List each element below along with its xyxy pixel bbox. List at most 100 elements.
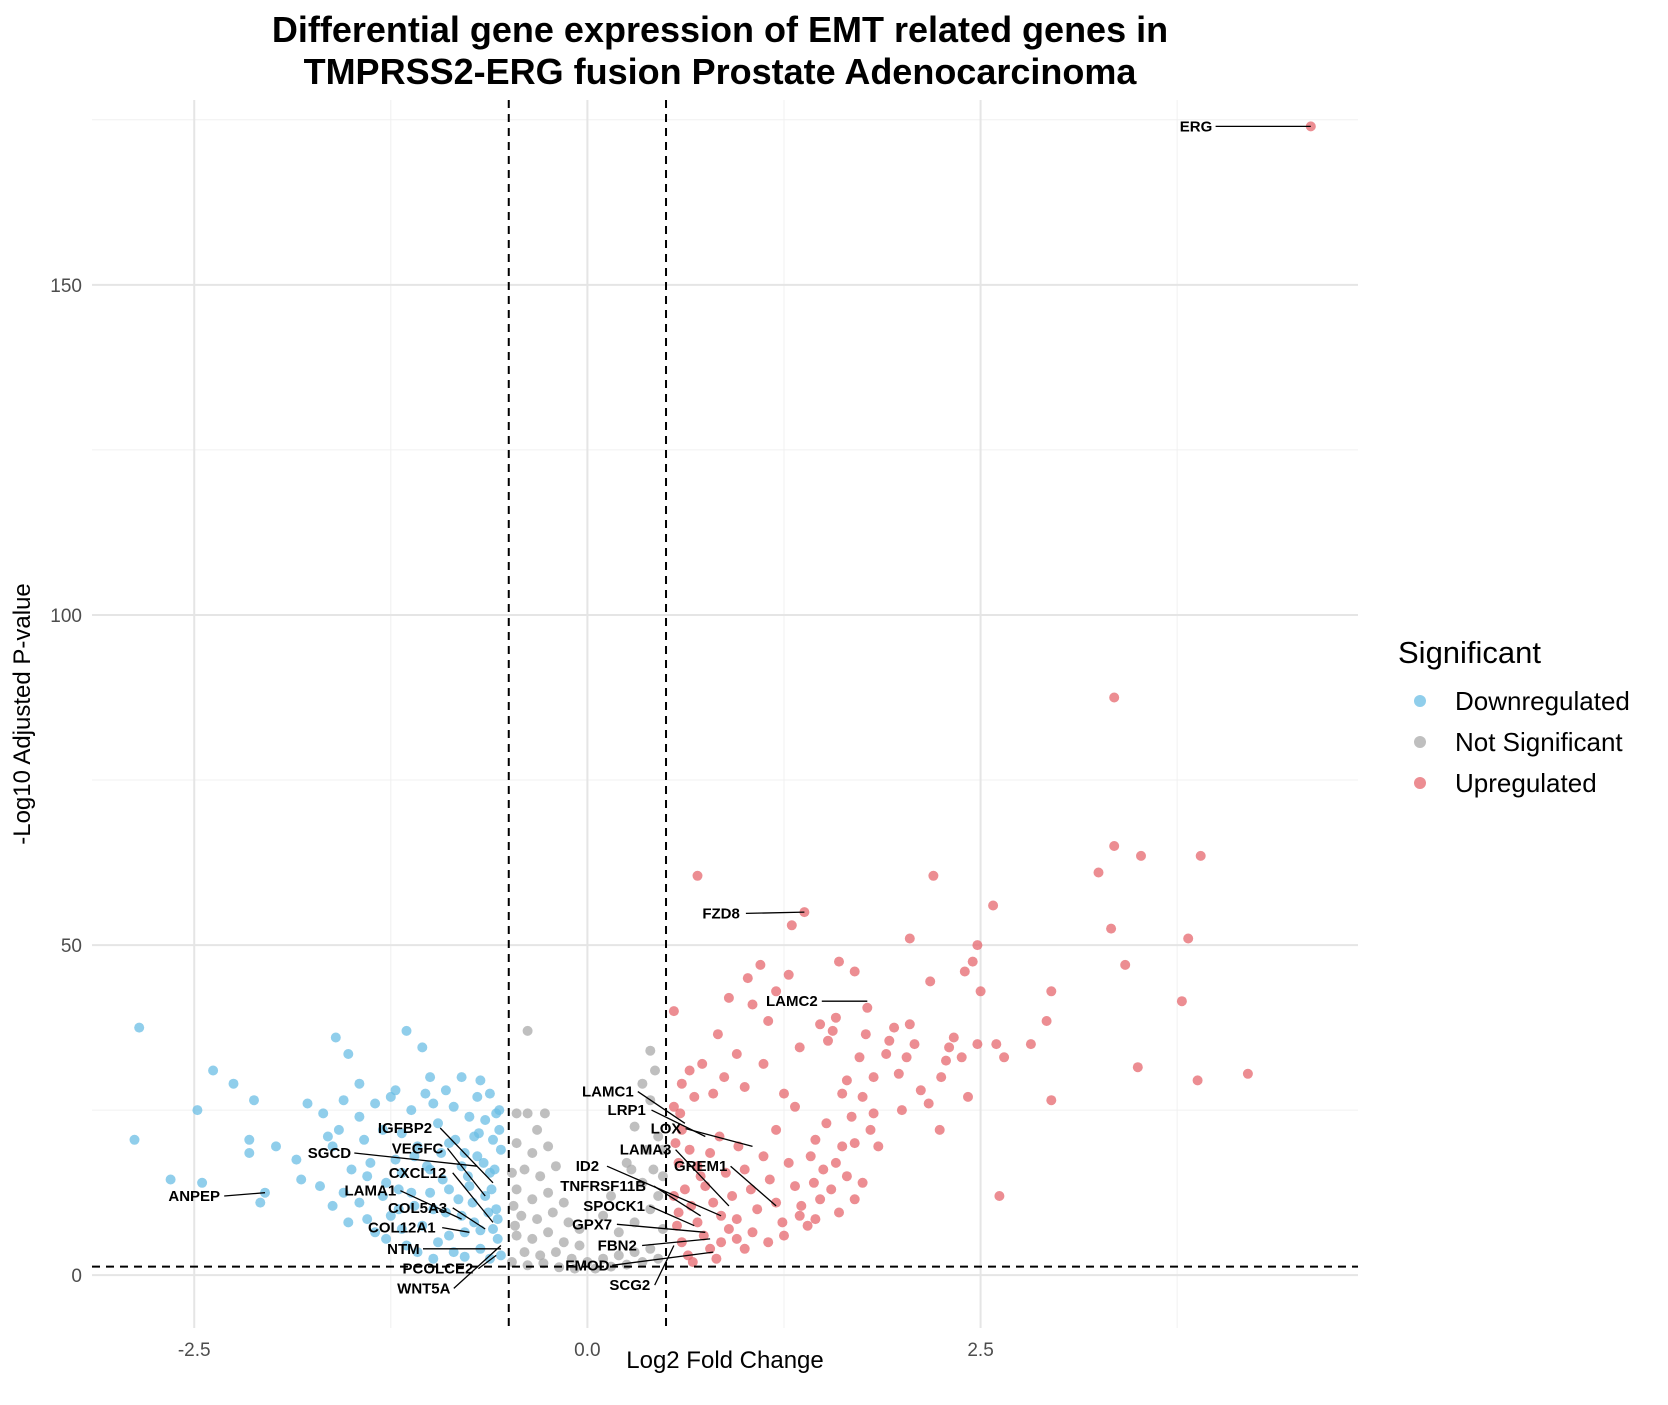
data-point <box>1242 1068 1253 1079</box>
grid-minor <box>92 100 1358 1328</box>
data-point <box>489 1164 500 1175</box>
data-point <box>645 1204 656 1215</box>
series-downregulated <box>129 1022 506 1264</box>
data-point <box>771 1197 782 1208</box>
data-point <box>464 1181 475 1192</box>
data-point <box>448 1247 459 1258</box>
gene-label: SPOCK1 <box>583 1198 645 1215</box>
annotation-lamc1: LAMC1 <box>582 1084 686 1124</box>
data-point <box>532 1214 543 1225</box>
data-point <box>896 1105 907 1116</box>
data-point <box>716 1237 727 1248</box>
gene-label: WNT5A <box>397 1280 450 1297</box>
annotation-connector <box>616 1223 706 1233</box>
data-point <box>574 1240 585 1251</box>
gene-label: ERG <box>1180 118 1213 135</box>
gene-label: IGFBP2 <box>378 1120 432 1137</box>
data-point <box>472 1151 483 1162</box>
data-point <box>302 1098 313 1109</box>
data-point <box>629 1217 640 1228</box>
gene-label: FBN2 <box>598 1237 637 1254</box>
data-point <box>440 1085 451 1096</box>
data-point <box>558 1237 569 1248</box>
data-point <box>354 1197 365 1208</box>
data-point <box>830 1012 841 1023</box>
legend-item: Not Significant <box>1414 727 1623 757</box>
data-point <box>486 1184 497 1195</box>
data-point <box>484 1088 495 1099</box>
data-point <box>742 973 753 984</box>
data-point <box>249 1095 259 1106</box>
data-point <box>322 1131 333 1142</box>
annotation-connector <box>730 1165 777 1207</box>
legend-label: Not Significant <box>1455 727 1623 757</box>
data-point <box>936 1072 947 1083</box>
annotation-lama1: LAMA1 <box>345 1183 462 1220</box>
annotation-gpx7: GPX7 <box>572 1216 706 1233</box>
data-point <box>338 1095 349 1106</box>
data-point <box>714 1131 725 1142</box>
data-point <box>1195 850 1206 861</box>
data-point <box>752 1204 763 1215</box>
data-point <box>963 1091 973 1102</box>
data-point <box>598 1210 609 1221</box>
data-point <box>433 1237 443 1248</box>
data-point <box>834 1207 844 1218</box>
data-point <box>764 1174 775 1185</box>
gene-label: NTM <box>387 1241 420 1258</box>
data-point <box>684 1144 695 1155</box>
data-point <box>532 1124 543 1135</box>
grid-major <box>92 100 1358 1328</box>
annotation-connector <box>745 911 805 915</box>
annotation-cxcl12: CXCL12 <box>389 1165 494 1223</box>
data-point <box>731 1214 742 1225</box>
data-point <box>291 1154 302 1165</box>
gene-label: GREM1 <box>674 1158 727 1175</box>
data-point <box>719 1072 730 1083</box>
y-tick-label: 100 <box>50 606 82 627</box>
data-point <box>1120 959 1131 970</box>
gene-label: LOX <box>651 1121 682 1138</box>
data-point <box>516 1210 527 1221</box>
gene-label: SCG2 <box>609 1277 650 1294</box>
gene-label: LRP1 <box>608 1102 646 1119</box>
chart-title-line: Differential gene expression of EMT rela… <box>272 9 1168 50</box>
data-point <box>967 956 978 967</box>
annotation-grem1: GREM1 <box>674 1158 777 1207</box>
data-point <box>478 1157 489 1168</box>
annotation-connector <box>675 1149 730 1207</box>
data-point <box>527 1233 538 1244</box>
data-point <box>672 1220 682 1231</box>
annotation-connector <box>654 1245 675 1286</box>
data-point <box>613 1227 624 1238</box>
data-point <box>779 1088 789 1099</box>
data-point <box>354 1078 365 1089</box>
gene-label: LAMC1 <box>582 1084 634 1101</box>
data-point <box>668 1101 679 1112</box>
data-point <box>818 1164 829 1175</box>
data-point <box>637 1078 648 1089</box>
data-point <box>370 1098 381 1109</box>
data-point <box>783 969 794 980</box>
data-point <box>941 1055 951 1066</box>
data-point <box>810 1134 821 1145</box>
annotation-connector <box>400 1190 462 1220</box>
data-point <box>494 1105 505 1116</box>
data-point <box>1046 1095 1057 1106</box>
data-point <box>868 1108 879 1119</box>
series-upregulated <box>668 121 1316 1267</box>
data-point <box>909 1039 920 1050</box>
annotation-connector <box>453 1245 502 1289</box>
data-point <box>543 1227 554 1238</box>
data-point <box>244 1134 255 1145</box>
data-point <box>944 1042 955 1053</box>
data-point <box>547 1207 558 1218</box>
data-point <box>450 1134 461 1145</box>
data-point <box>613 1250 624 1261</box>
data-point <box>495 1144 506 1155</box>
gene-label: VEGFC <box>392 1140 444 1157</box>
data-point <box>723 1224 734 1234</box>
data-point <box>535 1250 546 1261</box>
annotation-connector <box>637 1091 686 1124</box>
data-point <box>827 1025 838 1036</box>
